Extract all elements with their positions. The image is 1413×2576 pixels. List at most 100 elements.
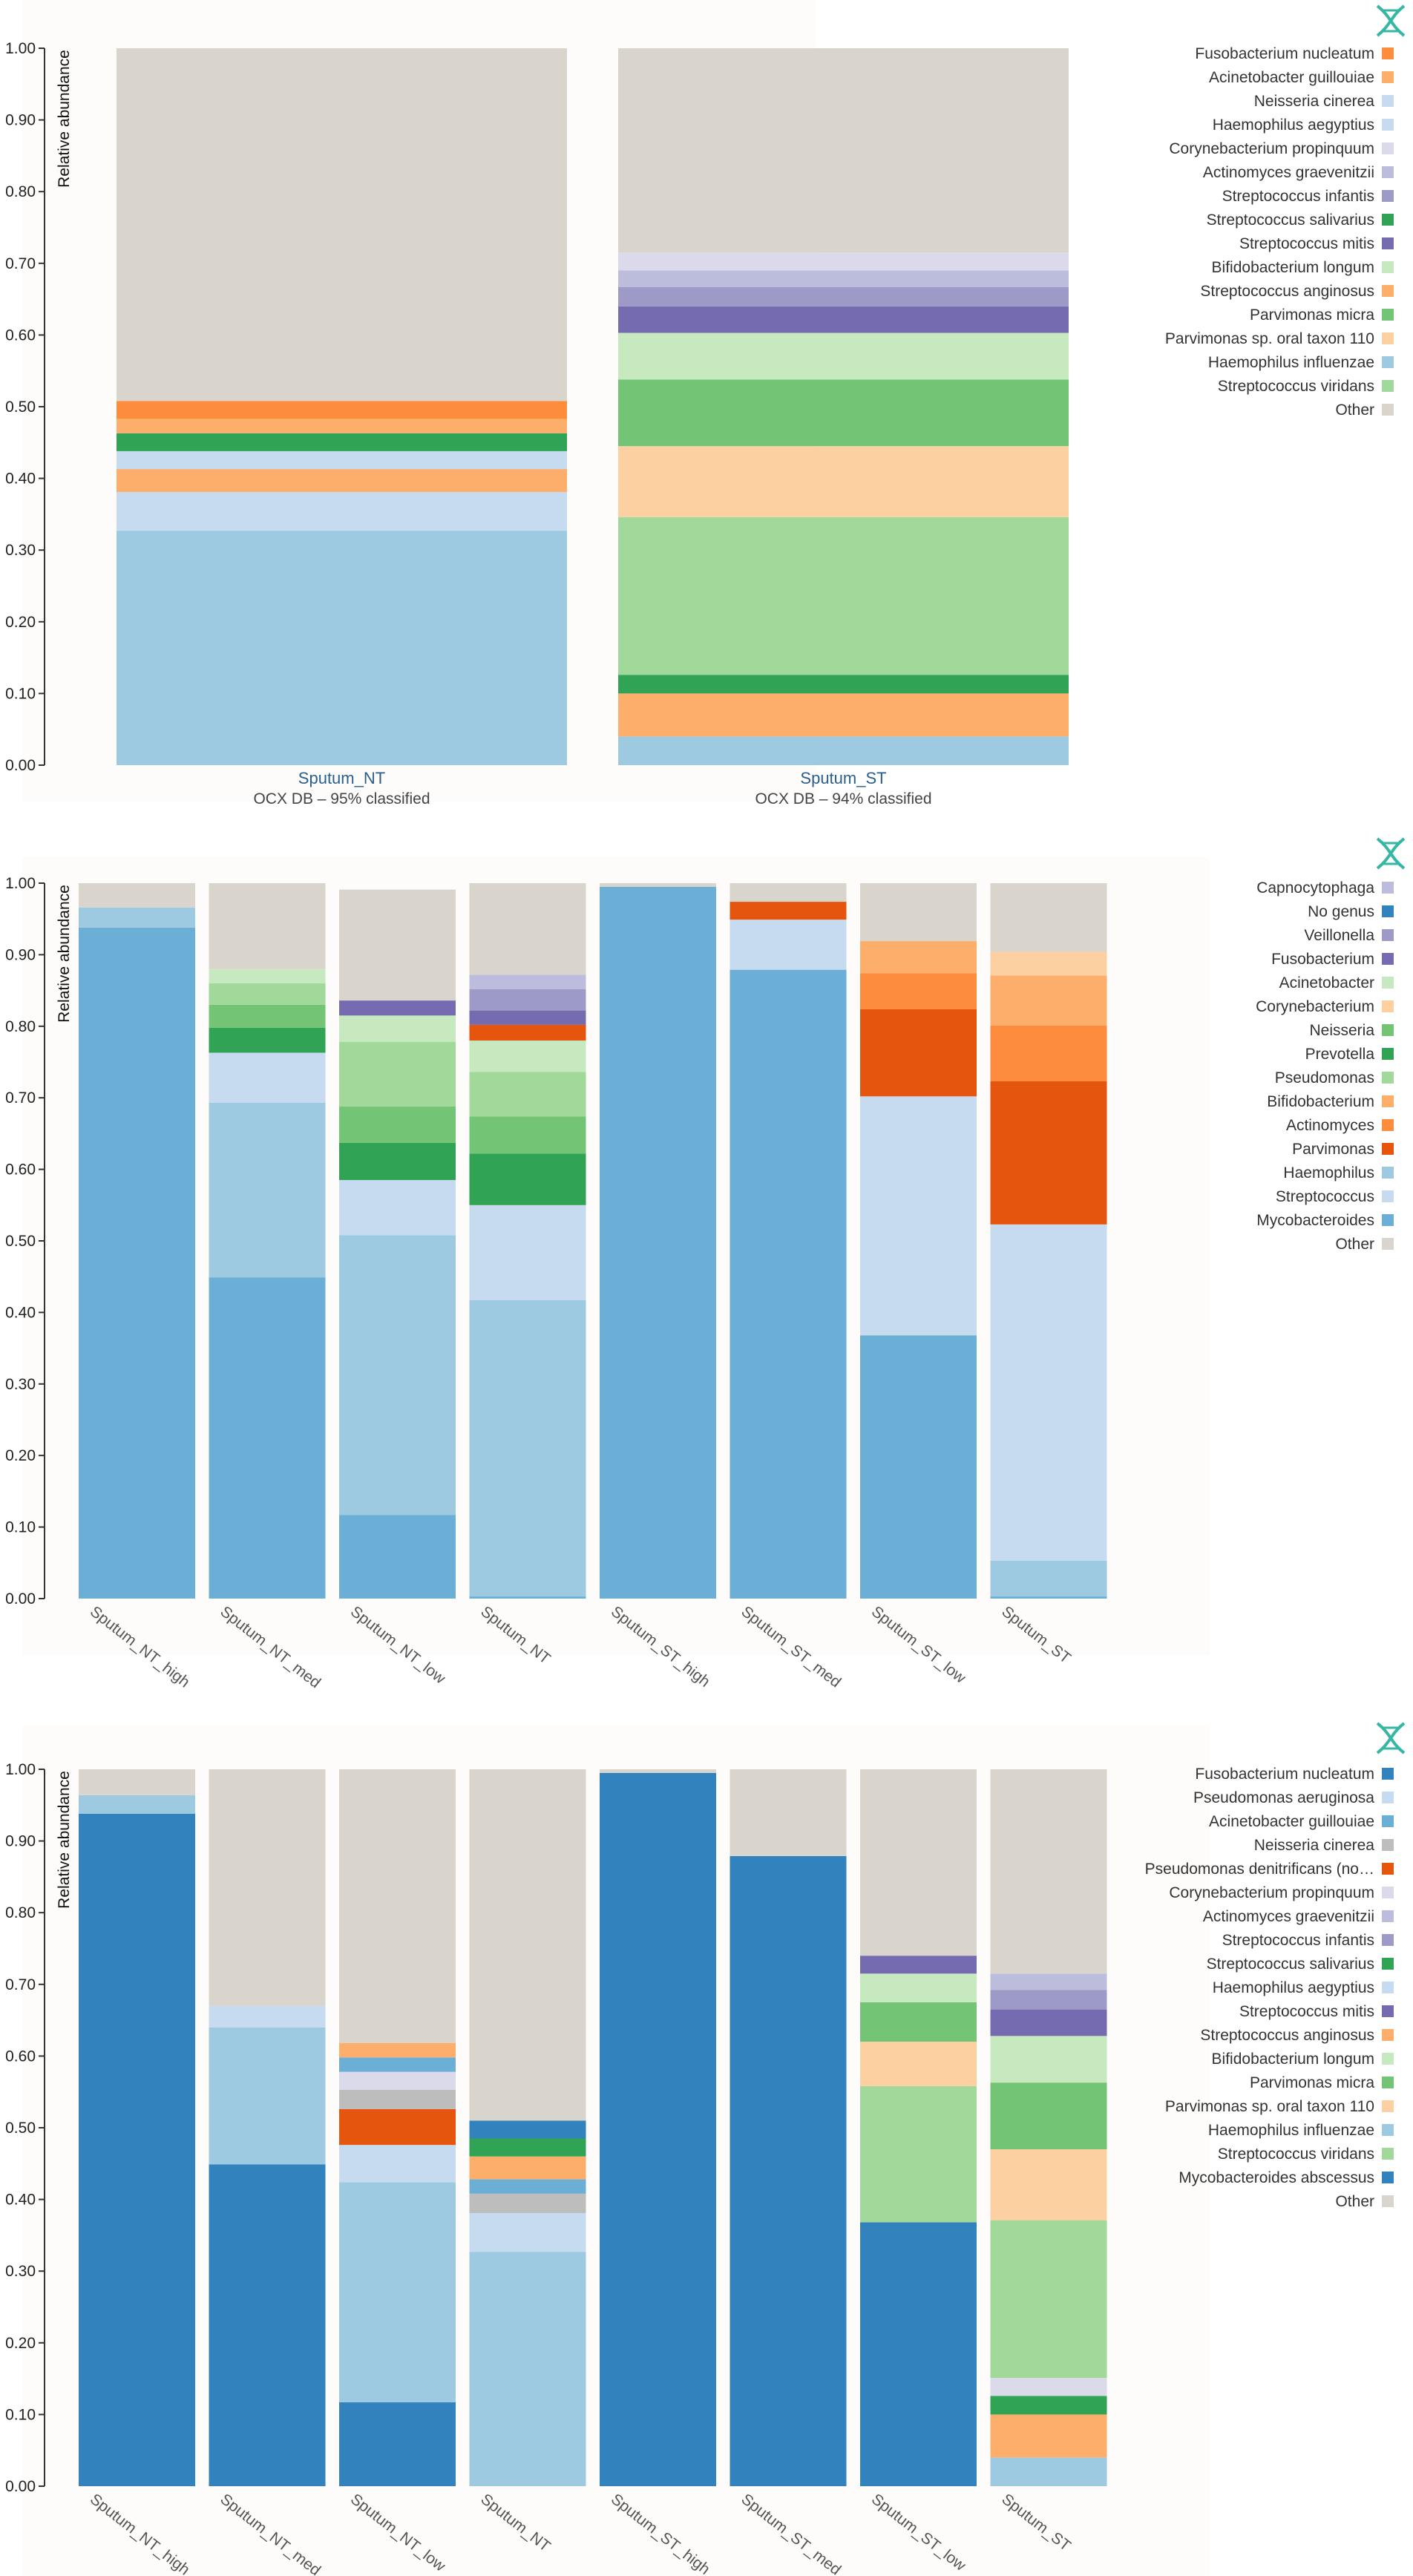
bar-Sputum_NT[interactable] — [469, 883, 586, 1599]
bar-segment-actinomyces-graevenitzii[interactable] — [990, 1973, 1107, 1990]
bar-segment-streptococcus-anginosus[interactable] — [339, 2043, 456, 2058]
legend-item[interactable]: Streptococcus salivarius — [1207, 1956, 1394, 1973]
bar-segment-haemophilus-influenzae[interactable] — [79, 1795, 195, 1814]
bar-segment-other[interactable] — [339, 889, 456, 1001]
legend-item[interactable]: Pseudomonas denitrificans (no… — [1145, 1861, 1394, 1878]
bar-segment-other[interactable] — [469, 1769, 586, 2121]
legend-item[interactable]: Streptococcus anginosus — [1200, 283, 1394, 300]
bar-segment-other[interactable] — [79, 1769, 195, 1795]
legend-item[interactable]: Actinomyces graevenitzii — [1203, 1908, 1394, 1925]
legend-item[interactable]: Fusobacterium nucleatum — [1195, 45, 1394, 62]
bar-segment-streptococcus[interactable] — [469, 1205, 586, 1301]
bar-segment-acinetobacter-guillouiae[interactable] — [339, 2057, 456, 2072]
bar-segment-other[interactable] — [730, 883, 847, 902]
bar-segment-pseudomonas-denitrificans-no-[interactable] — [339, 2108, 456, 2146]
bar-segment-haemophilus-influenzae[interactable] — [469, 2252, 586, 2486]
bar-segment-corynebacterium-propinquum[interactable] — [618, 252, 1069, 271]
bar-segment-streptococcus-anginosus[interactable] — [469, 2156, 586, 2180]
bar-segment-acinetobacter-guillouiae[interactable] — [469, 2179, 586, 2194]
bar-Sputum_ST_high[interactable] — [600, 1769, 716, 2486]
bar-segment-haemophilus[interactable] — [79, 907, 195, 928]
bar-Sputum_ST_high[interactable] — [600, 883, 716, 1599]
legend-item[interactable]: Haemophilus aegyptius — [1213, 1979, 1394, 1996]
bar-Sputum_NT_low[interactable] — [339, 1769, 456, 2486]
bar-segment-neisseria[interactable] — [339, 1106, 456, 1143]
bar-segment-pseudomonas-aeruginosa[interactable] — [469, 2120, 586, 2139]
bar-segment-streptococcus-salivarius[interactable] — [618, 675, 1069, 694]
bar-Sputum_NT_med[interactable] — [209, 883, 326, 1599]
bar-Sputum_NT[interactable] — [117, 48, 567, 765]
legend-item[interactable]: Actinomyces — [1286, 1117, 1394, 1134]
bar-segment-parvimonas[interactable] — [860, 1009, 977, 1097]
bar-segment-streptococcus[interactable] — [209, 1052, 326, 1103]
bar-segment-haemophilus-aegyptius[interactable] — [469, 2212, 586, 2252]
bar-segment-other[interactable] — [600, 1769, 716, 1773]
bar-Sputum_ST_low[interactable] — [860, 883, 977, 1599]
bar-Sputum_NT_high[interactable] — [79, 1769, 195, 2486]
legend-item[interactable]: Parvimonas micra — [1250, 2074, 1394, 2091]
bar-segment-acinetobacter[interactable] — [469, 1040, 586, 1072]
legend-item[interactable]: Fusobacterium — [1271, 951, 1394, 968]
bar-segment-fusobacterium[interactable] — [339, 1000, 456, 1016]
bar-segment-other[interactable] — [730, 1769, 847, 1856]
bar-segment-parvimonas-sp-oral-taxon-110[interactable] — [990, 2149, 1107, 2221]
bar-segment-streptococcus[interactable] — [339, 1180, 456, 1236]
bar-segment-mycobacteroides-abscessus[interactable] — [860, 2222, 977, 2486]
bar-segment-haemophilus[interactable] — [990, 1560, 1107, 1597]
bar-segment-prevotella[interactable] — [339, 1142, 456, 1181]
legend-item[interactable]: Mycobacteroides abscessus — [1178, 2169, 1394, 2186]
bar-segment-other[interactable] — [209, 883, 326, 969]
bar-segment-streptococcus-salivarius[interactable] — [117, 433, 567, 451]
legend-item[interactable]: Streptococcus salivarius — [1207, 212, 1394, 229]
legend-item[interactable]: Neisseria — [1309, 1022, 1394, 1039]
legend-item[interactable]: Corynebacterium — [1256, 998, 1394, 1015]
legend-item[interactable]: Streptococcus infantis — [1222, 188, 1394, 205]
bar-segment-streptococcus-salivarius[interactable] — [469, 2138, 586, 2157]
bar-segment-haemophilus[interactable] — [469, 1300, 586, 1597]
bar-segment-mycobacteroides-abscessus[interactable] — [79, 1813, 195, 2486]
bar-Sputum_NT[interactable] — [469, 1769, 586, 2486]
legend-item[interactable]: Other — [1335, 1236, 1394, 1253]
bar-segment-streptococcus-viridans[interactable] — [990, 2220, 1107, 2379]
legend-item[interactable]: Parvimonas sp. oral taxon 110 — [1165, 330, 1394, 347]
bar-segment-pseudomonas[interactable] — [209, 983, 326, 1005]
bar-segment-haemophilus[interactable] — [339, 1235, 456, 1515]
bar-segment-bifidobacterium-longum[interactable] — [990, 2036, 1107, 2083]
bar-segment-acinetobacter-guillouiae[interactable] — [117, 469, 567, 492]
legend-item[interactable]: Acinetobacter guillouiae — [1209, 1813, 1394, 1830]
bar-segment-bifidobacterium[interactable] — [860, 941, 977, 974]
legend-item[interactable]: Streptococcus — [1276, 1188, 1394, 1205]
bar-Sputum_ST_low[interactable] — [860, 1769, 977, 2486]
legend-item[interactable]: Neisseria cinerea — [1254, 1837, 1394, 1854]
bar-segment-mycobacteroides-abscessus[interactable] — [339, 2402, 456, 2486]
bar-Sputum_NT_low[interactable] — [339, 889, 456, 1599]
bar-segment-streptococcus-infantis[interactable] — [618, 286, 1069, 307]
legend-item[interactable]: Corynebacterium propinquum — [1169, 140, 1394, 157]
legend-item[interactable]: Parvimonas — [1292, 1141, 1394, 1158]
bar-Sputum_NT_med[interactable] — [209, 1769, 326, 2486]
bar-segment-acinetobacter[interactable] — [209, 969, 326, 983]
legend-item[interactable]: Haemophilus aegyptius — [1213, 117, 1394, 134]
bar-segment-bifidobacterium-longum[interactable] — [860, 1973, 977, 2002]
bar-segment-streptococcus-anginosus[interactable] — [618, 693, 1069, 737]
bar-segment-parvimonas-micra[interactable] — [860, 2002, 977, 2042]
bar-segment-neisseria-cinerea[interactable] — [469, 2193, 586, 2213]
legend-item[interactable]: Capnocytophaga — [1256, 879, 1394, 897]
legend-item[interactable]: Haemophilus influenzae — [1208, 354, 1394, 371]
legend-item[interactable]: Bifidobacterium — [1267, 1093, 1394, 1110]
bar-segment-haemophilus-influenzae[interactable] — [990, 2457, 1107, 2486]
bar-segment-streptococcus-infantis[interactable] — [990, 1990, 1107, 2010]
legend-item[interactable]: Neisseria cinerea — [1254, 93, 1394, 110]
bar-segment-mycobacteroides[interactable] — [339, 1515, 456, 1599]
bar-segment-veillonella[interactable] — [469, 989, 586, 1011]
bar-segment-parvimonas[interactable] — [990, 1081, 1107, 1225]
legend-item[interactable]: Streptococcus viridans — [1218, 378, 1394, 395]
bar-segment-mycobacteroides[interactable] — [860, 1335, 977, 1599]
bar-segment-streptococcus[interactable] — [990, 1224, 1107, 1561]
legend-item[interactable]: Haemophilus influenzae — [1208, 2122, 1394, 2139]
bar-segment-haemophilus-aegyptius[interactable] — [117, 450, 567, 470]
bar-segment-streptococcus-mitis[interactable] — [618, 306, 1069, 333]
bar-segment-mycobacteroides[interactable] — [730, 969, 847, 1599]
legend-item[interactable]: Bifidobacterium longum — [1212, 259, 1394, 276]
bar-segment-haemophilus-aegyptius[interactable] — [209, 2005, 326, 2028]
